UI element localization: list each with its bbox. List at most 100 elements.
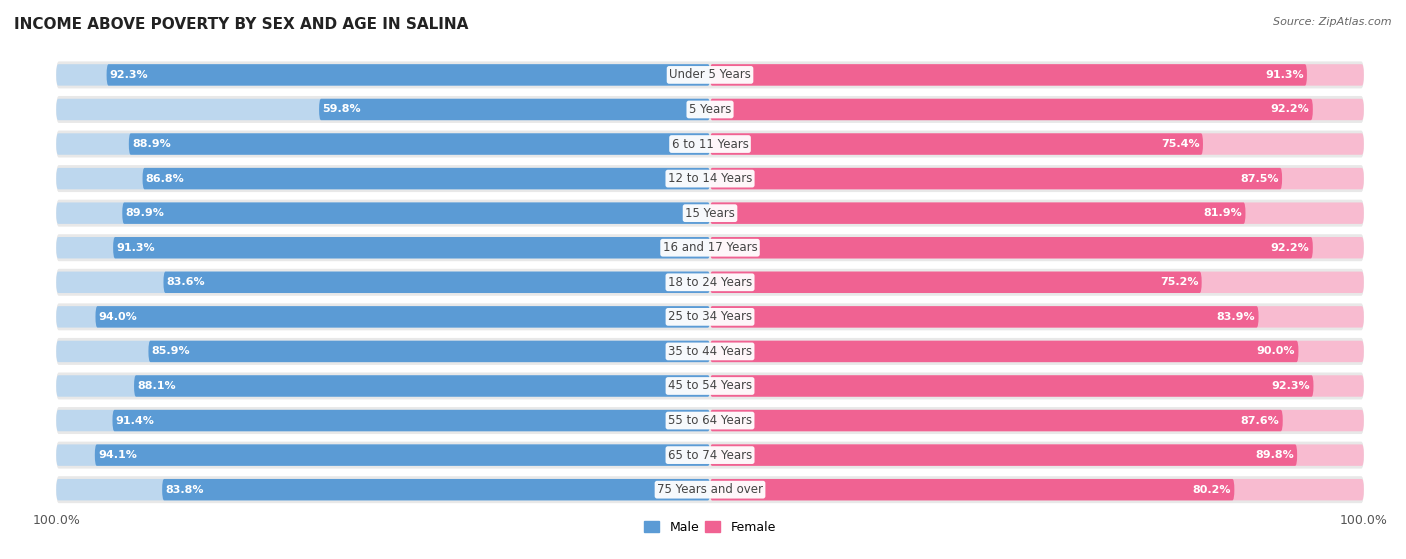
FancyBboxPatch shape xyxy=(710,340,1364,362)
FancyBboxPatch shape xyxy=(56,234,1364,261)
FancyBboxPatch shape xyxy=(710,64,1308,86)
FancyBboxPatch shape xyxy=(129,134,710,155)
FancyBboxPatch shape xyxy=(710,202,1246,224)
FancyBboxPatch shape xyxy=(56,479,710,500)
FancyBboxPatch shape xyxy=(319,99,710,120)
FancyBboxPatch shape xyxy=(56,442,1364,468)
Text: 80.2%: 80.2% xyxy=(1192,485,1232,495)
FancyBboxPatch shape xyxy=(56,99,710,120)
FancyBboxPatch shape xyxy=(56,340,710,362)
Text: 83.6%: 83.6% xyxy=(167,277,205,287)
Text: 91.3%: 91.3% xyxy=(117,243,155,253)
FancyBboxPatch shape xyxy=(56,165,1364,192)
Text: 55 to 64 Years: 55 to 64 Years xyxy=(668,414,752,427)
FancyBboxPatch shape xyxy=(56,168,710,190)
Legend: Male, Female: Male, Female xyxy=(640,515,780,539)
FancyBboxPatch shape xyxy=(56,61,1364,88)
Text: 94.1%: 94.1% xyxy=(98,450,136,460)
FancyBboxPatch shape xyxy=(710,99,1364,120)
Text: 86.8%: 86.8% xyxy=(146,174,184,183)
FancyBboxPatch shape xyxy=(56,269,1364,296)
Text: 25 to 34 Years: 25 to 34 Years xyxy=(668,310,752,323)
Text: 75.2%: 75.2% xyxy=(1160,277,1198,287)
Text: 94.0%: 94.0% xyxy=(98,312,138,322)
FancyBboxPatch shape xyxy=(710,444,1298,466)
FancyBboxPatch shape xyxy=(56,410,710,431)
FancyBboxPatch shape xyxy=(710,444,1364,466)
Text: 88.1%: 88.1% xyxy=(138,381,176,391)
Text: 59.8%: 59.8% xyxy=(322,105,361,115)
FancyBboxPatch shape xyxy=(107,64,710,86)
FancyBboxPatch shape xyxy=(56,338,1364,365)
FancyBboxPatch shape xyxy=(56,134,710,155)
FancyBboxPatch shape xyxy=(710,99,1313,120)
FancyBboxPatch shape xyxy=(56,96,1364,123)
Text: 15 Years: 15 Years xyxy=(685,207,735,220)
FancyBboxPatch shape xyxy=(56,375,710,397)
Text: 91.3%: 91.3% xyxy=(1265,70,1303,80)
FancyBboxPatch shape xyxy=(56,407,1364,434)
Text: 75.4%: 75.4% xyxy=(1161,139,1199,149)
FancyBboxPatch shape xyxy=(56,202,710,224)
FancyBboxPatch shape xyxy=(56,476,1364,503)
Text: 18 to 24 Years: 18 to 24 Years xyxy=(668,276,752,289)
FancyBboxPatch shape xyxy=(56,306,710,328)
FancyBboxPatch shape xyxy=(94,444,710,466)
Text: 89.8%: 89.8% xyxy=(1256,450,1294,460)
FancyBboxPatch shape xyxy=(112,237,710,258)
Text: 83.8%: 83.8% xyxy=(166,485,204,495)
Text: 83.9%: 83.9% xyxy=(1216,312,1256,322)
FancyBboxPatch shape xyxy=(56,200,1364,226)
Text: 75 Years and over: 75 Years and over xyxy=(657,483,763,496)
FancyBboxPatch shape xyxy=(710,237,1364,258)
FancyBboxPatch shape xyxy=(56,237,710,258)
Text: 81.9%: 81.9% xyxy=(1204,208,1243,218)
Text: 65 to 74 Years: 65 to 74 Years xyxy=(668,449,752,462)
FancyBboxPatch shape xyxy=(710,134,1364,155)
Text: 12 to 14 Years: 12 to 14 Years xyxy=(668,172,752,185)
FancyBboxPatch shape xyxy=(96,306,710,328)
FancyBboxPatch shape xyxy=(56,372,1364,400)
FancyBboxPatch shape xyxy=(142,168,710,190)
FancyBboxPatch shape xyxy=(56,304,1364,330)
FancyBboxPatch shape xyxy=(162,479,710,500)
Text: 5 Years: 5 Years xyxy=(689,103,731,116)
Text: INCOME ABOVE POVERTY BY SEX AND AGE IN SALINA: INCOME ABOVE POVERTY BY SEX AND AGE IN S… xyxy=(14,17,468,32)
Text: 45 to 54 Years: 45 to 54 Years xyxy=(668,380,752,392)
FancyBboxPatch shape xyxy=(56,444,710,466)
FancyBboxPatch shape xyxy=(112,410,710,431)
FancyBboxPatch shape xyxy=(710,479,1234,500)
Text: Under 5 Years: Under 5 Years xyxy=(669,68,751,82)
FancyBboxPatch shape xyxy=(56,131,1364,158)
FancyBboxPatch shape xyxy=(710,237,1313,258)
FancyBboxPatch shape xyxy=(56,64,710,86)
FancyBboxPatch shape xyxy=(710,306,1258,328)
Text: 88.9%: 88.9% xyxy=(132,139,172,149)
Text: 91.4%: 91.4% xyxy=(115,415,155,425)
FancyBboxPatch shape xyxy=(710,375,1313,397)
FancyBboxPatch shape xyxy=(710,306,1364,328)
FancyBboxPatch shape xyxy=(710,202,1364,224)
FancyBboxPatch shape xyxy=(163,272,710,293)
FancyBboxPatch shape xyxy=(710,272,1202,293)
Text: Source: ZipAtlas.com: Source: ZipAtlas.com xyxy=(1274,17,1392,27)
Text: 16 and 17 Years: 16 and 17 Years xyxy=(662,241,758,254)
Text: 85.9%: 85.9% xyxy=(152,347,190,357)
FancyBboxPatch shape xyxy=(710,410,1282,431)
Text: 92.2%: 92.2% xyxy=(1271,243,1309,253)
FancyBboxPatch shape xyxy=(149,340,710,362)
FancyBboxPatch shape xyxy=(122,202,710,224)
FancyBboxPatch shape xyxy=(710,272,1364,293)
Text: 89.9%: 89.9% xyxy=(125,208,165,218)
FancyBboxPatch shape xyxy=(710,340,1298,362)
FancyBboxPatch shape xyxy=(134,375,710,397)
FancyBboxPatch shape xyxy=(56,272,710,293)
Text: 6 to 11 Years: 6 to 11 Years xyxy=(672,138,748,150)
Text: 92.3%: 92.3% xyxy=(1271,381,1310,391)
Text: 87.5%: 87.5% xyxy=(1240,174,1279,183)
Text: 92.2%: 92.2% xyxy=(1271,105,1309,115)
FancyBboxPatch shape xyxy=(710,410,1364,431)
FancyBboxPatch shape xyxy=(710,168,1282,190)
Text: 90.0%: 90.0% xyxy=(1257,347,1295,357)
Text: 92.3%: 92.3% xyxy=(110,70,149,80)
